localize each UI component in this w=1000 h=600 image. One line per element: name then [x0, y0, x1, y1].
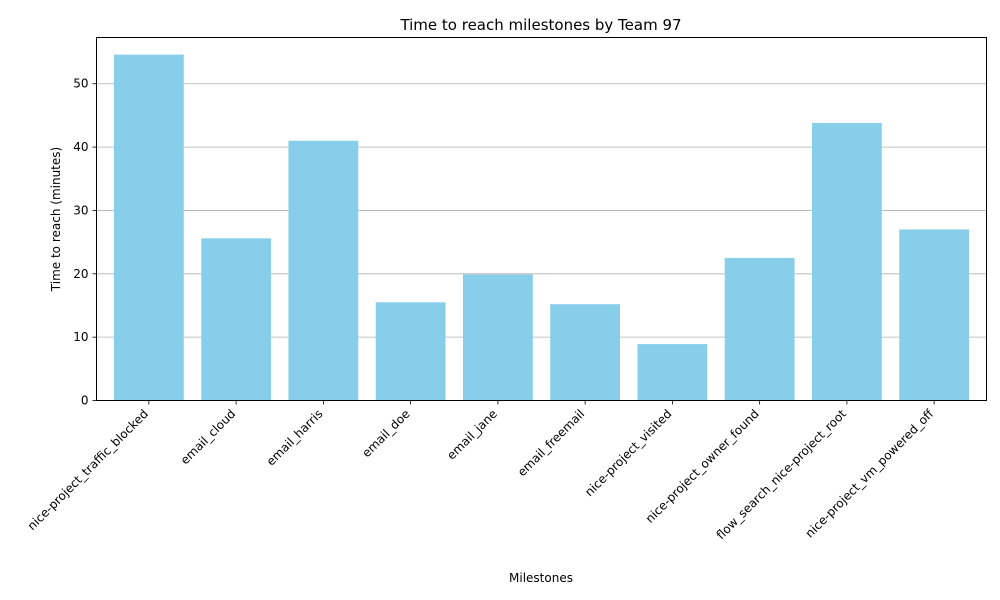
- y-tick-label: 10: [73, 330, 88, 344]
- y-tick-label: 20: [73, 267, 88, 281]
- axes-frame: [96, 37, 987, 401]
- x-tick-label: email_freemail: [515, 407, 587, 479]
- x-tick-label: nice-project_visited: [582, 407, 674, 499]
- bar: [113, 54, 184, 401]
- bar: [899, 229, 970, 401]
- bar: [288, 140, 359, 401]
- x-axis-label: Milestones: [509, 571, 573, 585]
- x-tick-label: nice-project_traffic_blocked: [25, 407, 151, 533]
- chart-title: Time to reach milestones by Team 97: [399, 16, 681, 34]
- bar: [462, 274, 533, 401]
- bars: [113, 54, 970, 401]
- x-tick-label: email_cloud: [178, 407, 239, 468]
- y-tick-label: 30: [73, 203, 88, 217]
- y-tick-label: 0: [81, 394, 89, 408]
- bar: [811, 123, 882, 401]
- y-tick-label: 50: [73, 77, 88, 91]
- x-tick-label: email_jane: [444, 407, 500, 463]
- x-tick-label: email_harris: [264, 407, 326, 469]
- bar: [375, 302, 446, 401]
- y-tick-label: 40: [73, 140, 88, 154]
- bar: [201, 238, 272, 401]
- y-axis-label: Time to reach (minutes): [49, 147, 63, 292]
- y-axis-ticks: 0 10 20 30 40 50: [73, 77, 97, 408]
- x-tick-label: email_doe: [359, 407, 412, 460]
- bar: [550, 304, 621, 401]
- x-axis-ticks: nice-project_traffic_blocked email_cloud e…: [25, 400, 937, 542]
- bar: [724, 257, 795, 401]
- bar: [637, 344, 708, 401]
